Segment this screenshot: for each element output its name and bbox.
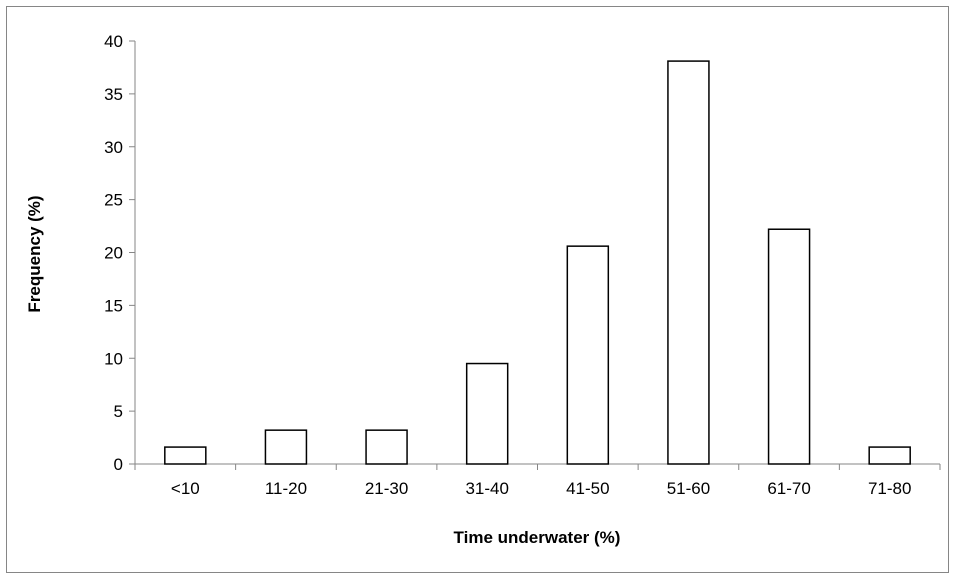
x-tick-label: 31-40 (465, 479, 508, 498)
y-axis-title: Frequency (%) (25, 195, 44, 312)
x-tick-label: 11-20 (265, 479, 307, 498)
bar-1 (164, 446, 207, 465)
x-tick-label: 21-30 (365, 479, 408, 498)
y-tick-label: 20 (104, 244, 123, 263)
y-tick-labels: 0 5 10 15 20 25 30 35 40 (104, 32, 123, 474)
axes (129, 40, 941, 470)
y-tick-label: 5 (114, 402, 123, 421)
bar-4 (465, 362, 509, 465)
y-tick-label: 30 (104, 138, 123, 157)
y-tick-label: 25 (104, 191, 123, 210)
y-tick-label: 10 (104, 349, 123, 368)
x-tick-label: <10 (171, 479, 200, 498)
x-tick-label: 71-80 (868, 479, 911, 498)
bar-5 (566, 245, 610, 465)
x-tick-label: 51-60 (667, 479, 710, 498)
y-tick-label: 15 (104, 296, 123, 315)
x-tick-label: 61-70 (767, 479, 810, 498)
x-tick-labels: <10 11-20 21-30 31-40 41-50 51-60 61-70 71-80 (171, 479, 912, 498)
y-tick-label: 40 (104, 32, 123, 51)
bars (164, 60, 911, 465)
bar-2 (264, 429, 308, 465)
bar-6 (667, 60, 710, 465)
y-tick-label: 0 (114, 455, 123, 474)
bar-8 (868, 446, 911, 465)
x-tick-label: 41-50 (566, 479, 609, 498)
bar-3 (365, 429, 408, 465)
y-tick-label: 35 (104, 85, 123, 104)
x-axis-title: Time underwater (%) (454, 528, 621, 547)
bar-7 (767, 228, 811, 465)
